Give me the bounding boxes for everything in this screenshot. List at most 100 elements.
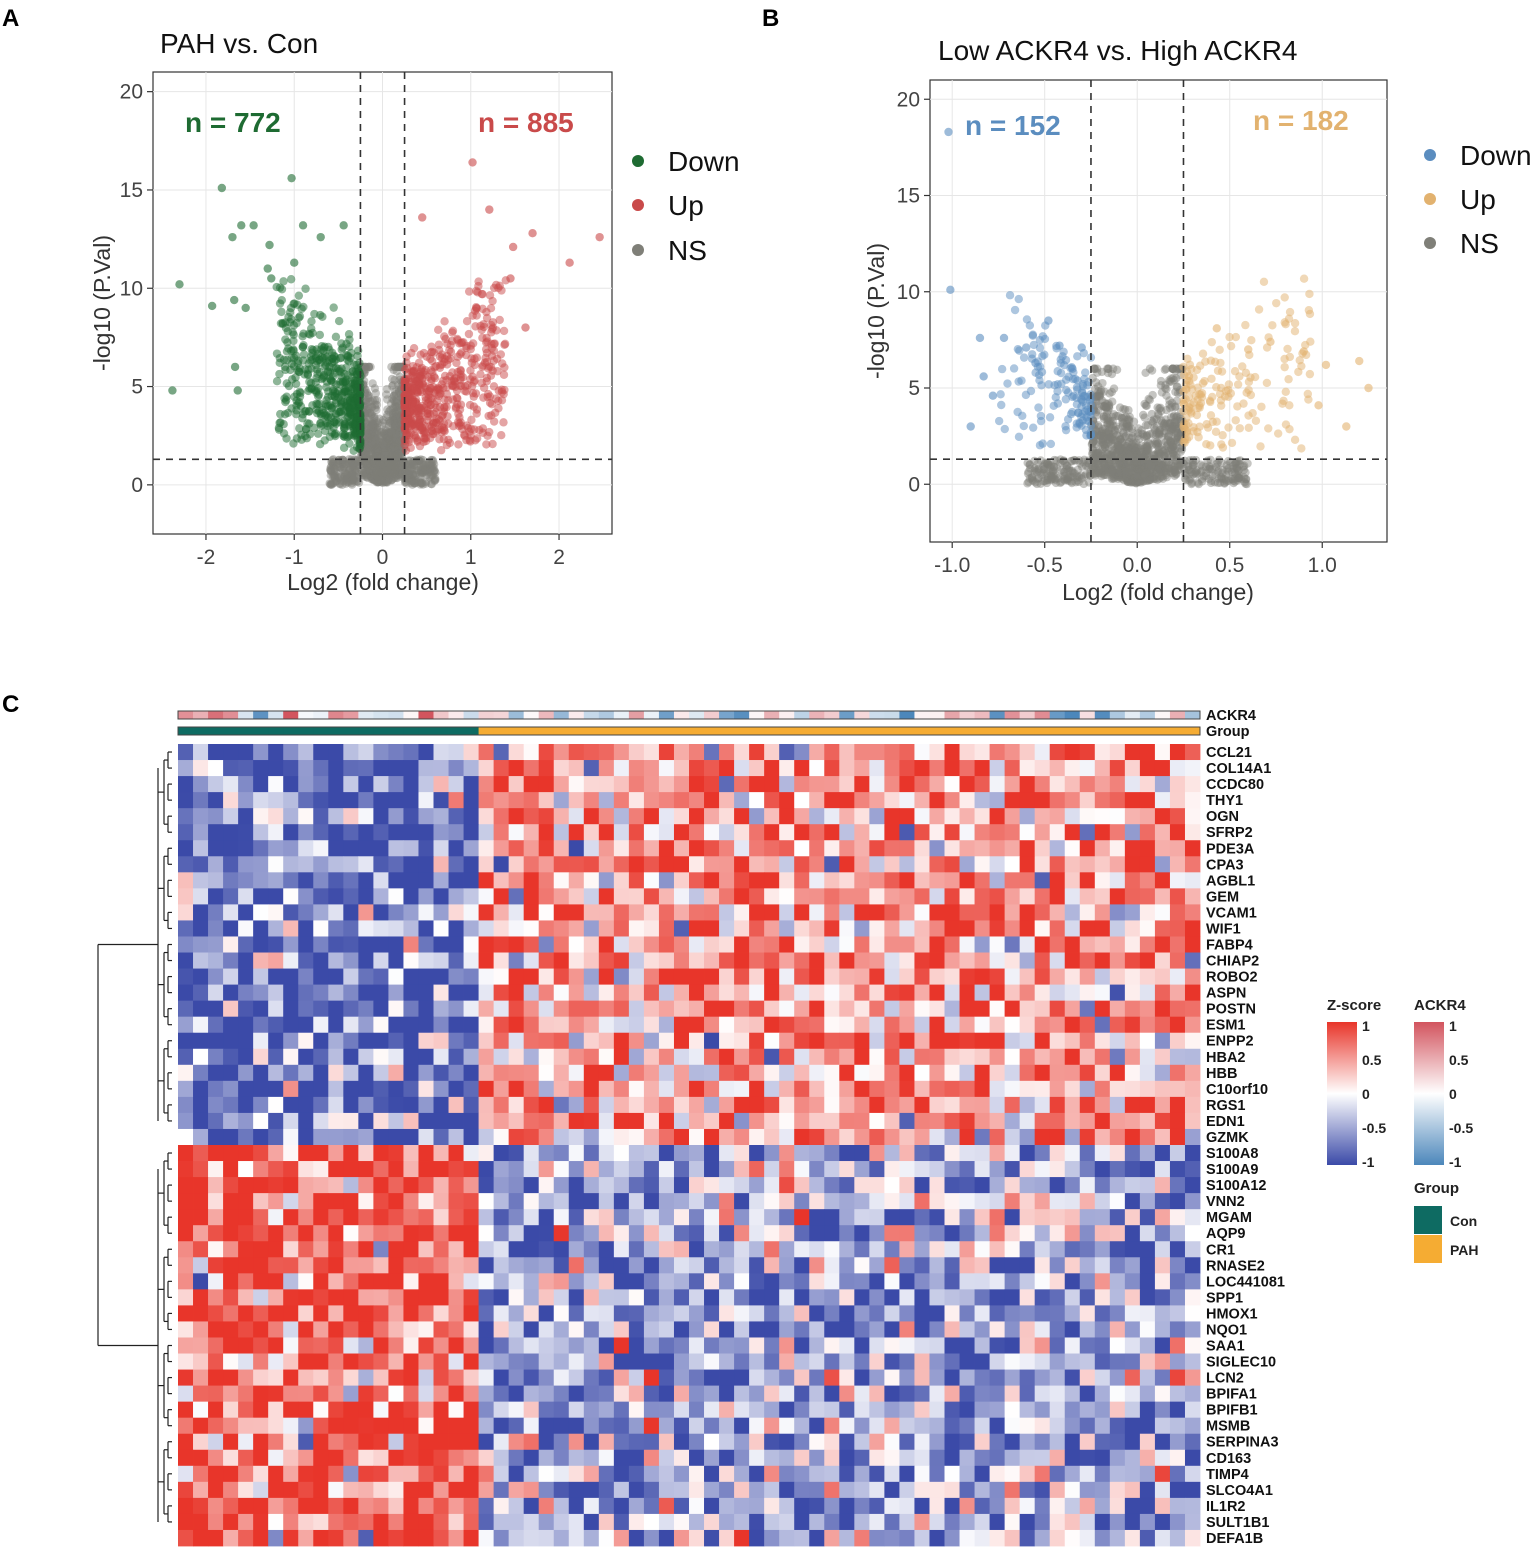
heatmap-cell [1049,840,1066,857]
heatmap-cell [1019,808,1036,825]
point-ns [372,461,382,470]
heatmap-cell [1049,760,1066,777]
point-ns [371,433,380,443]
heatmap-cell [373,920,389,937]
heatmap-cell [1154,888,1171,905]
point-ns [1064,464,1074,473]
point-down [292,396,301,405]
heatmap-cell [824,792,840,809]
point-up [1233,380,1243,389]
heatmap-cell [613,840,630,857]
heatmap-cell [598,792,615,809]
heatmap-cell [553,792,570,809]
point-down [344,357,354,366]
heatmap-cell [463,888,479,905]
point-ns [389,468,398,478]
point-ns [381,468,391,478]
ackr4-annotation-cell [673,711,690,719]
point-ns [382,461,391,470]
ackr4-annotation-cell [779,711,795,719]
heatmap-cell [613,856,630,873]
heatmap-cell [944,856,960,873]
point-up [423,406,432,415]
point-down [331,332,341,342]
heatmap-cell [298,792,314,809]
point-ns [367,475,376,484]
point-up [445,438,455,448]
heatmap-cell [794,840,810,857]
point-down-outlier [1044,316,1053,325]
ackr4-annotation-cell [1094,711,1111,719]
point-ns [1164,376,1174,385]
point-down-outlier [944,127,953,137]
heatmap-cell [1064,760,1081,777]
point-ns [393,429,403,439]
point-ns [1151,450,1160,459]
heatmap-cell [508,872,525,889]
heatmap-cell [508,904,525,921]
group-annotation-cell [1124,727,1141,735]
x-tick-label: 0 [377,546,389,569]
point-down [1027,350,1037,359]
group-annotation-cell [388,727,404,735]
heatmap-cell [809,856,825,873]
heatmap-cell [779,920,795,937]
heatmap-cell [523,872,540,889]
heatmap-cell [1169,744,1186,761]
point-up [1211,427,1221,437]
point-ns [1188,460,1198,470]
heatmap-cell [854,808,870,825]
heatmap-cell [418,744,434,761]
point-ns [386,475,396,485]
heatmap-cell [734,808,750,825]
heatmap-cell [1019,840,1036,857]
group-annotation-cell [779,727,795,735]
heatmap-cell [523,808,540,825]
point-ns [390,444,399,453]
point-down-outlier [217,183,227,193]
point-ns [1161,468,1171,478]
point-down [997,400,1006,410]
heatmap-cell [704,920,720,937]
point-ns [1143,431,1152,440]
heatmap-cell [869,936,885,953]
point-ns [368,379,377,388]
point-ns [1085,459,1094,469]
point-ns [375,447,384,456]
point-ns [362,461,372,470]
heatmap-cell [1184,808,1201,825]
point-ns [369,456,379,465]
heatmap-cell [343,792,359,809]
heatmap-cell [764,840,780,857]
heatmap-cell [328,744,344,761]
heatmap-cell [1109,920,1126,937]
point-ns [369,468,379,477]
heatmap-cell [1154,840,1171,857]
heatmap-cell [899,936,915,953]
point-up-outlier [468,158,477,167]
heatmap-cell [989,840,1006,857]
heatmap-cell [403,904,419,921]
y-tick-label: 15 [897,185,920,208]
heatmap-cell [628,824,645,841]
ackr4-annotation-cell [1124,711,1141,719]
point-down [1035,376,1044,385]
heatmap-cell [899,888,915,905]
heatmap-cell [448,824,464,841]
ackr4-annotation-cell [553,711,570,719]
point-ns [376,474,385,483]
heatmap-cell [719,904,735,921]
heatmap-cell [298,776,314,793]
heatmap-cell [809,888,825,905]
heatmap-cell [208,808,224,825]
heatmap-cell [538,856,555,873]
heatmap-cell [734,776,750,793]
heatmap-cell [959,856,975,873]
point-up [407,421,416,430]
count-up-b: n = 182 [1253,105,1349,136]
ackr4-annotation-cell [478,711,495,719]
heatmap-cell [193,936,209,953]
point-ns [392,451,401,460]
heatmap-cell [463,856,479,873]
heatmap-cell [1049,744,1066,761]
